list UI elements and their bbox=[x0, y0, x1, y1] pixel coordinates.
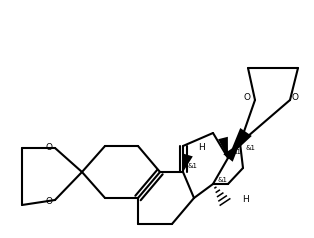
Polygon shape bbox=[183, 154, 193, 172]
Text: &1: &1 bbox=[231, 149, 241, 155]
Text: H: H bbox=[198, 144, 205, 153]
Polygon shape bbox=[218, 137, 228, 158]
Text: &1: &1 bbox=[218, 177, 228, 183]
Polygon shape bbox=[223, 143, 240, 162]
Text: O: O bbox=[292, 94, 299, 103]
Polygon shape bbox=[228, 128, 252, 158]
Text: O: O bbox=[46, 143, 53, 152]
Text: &1: &1 bbox=[188, 163, 198, 169]
Text: O: O bbox=[244, 94, 251, 103]
Text: &1: &1 bbox=[245, 145, 255, 151]
Text: O: O bbox=[46, 197, 53, 205]
Text: H: H bbox=[242, 194, 249, 203]
